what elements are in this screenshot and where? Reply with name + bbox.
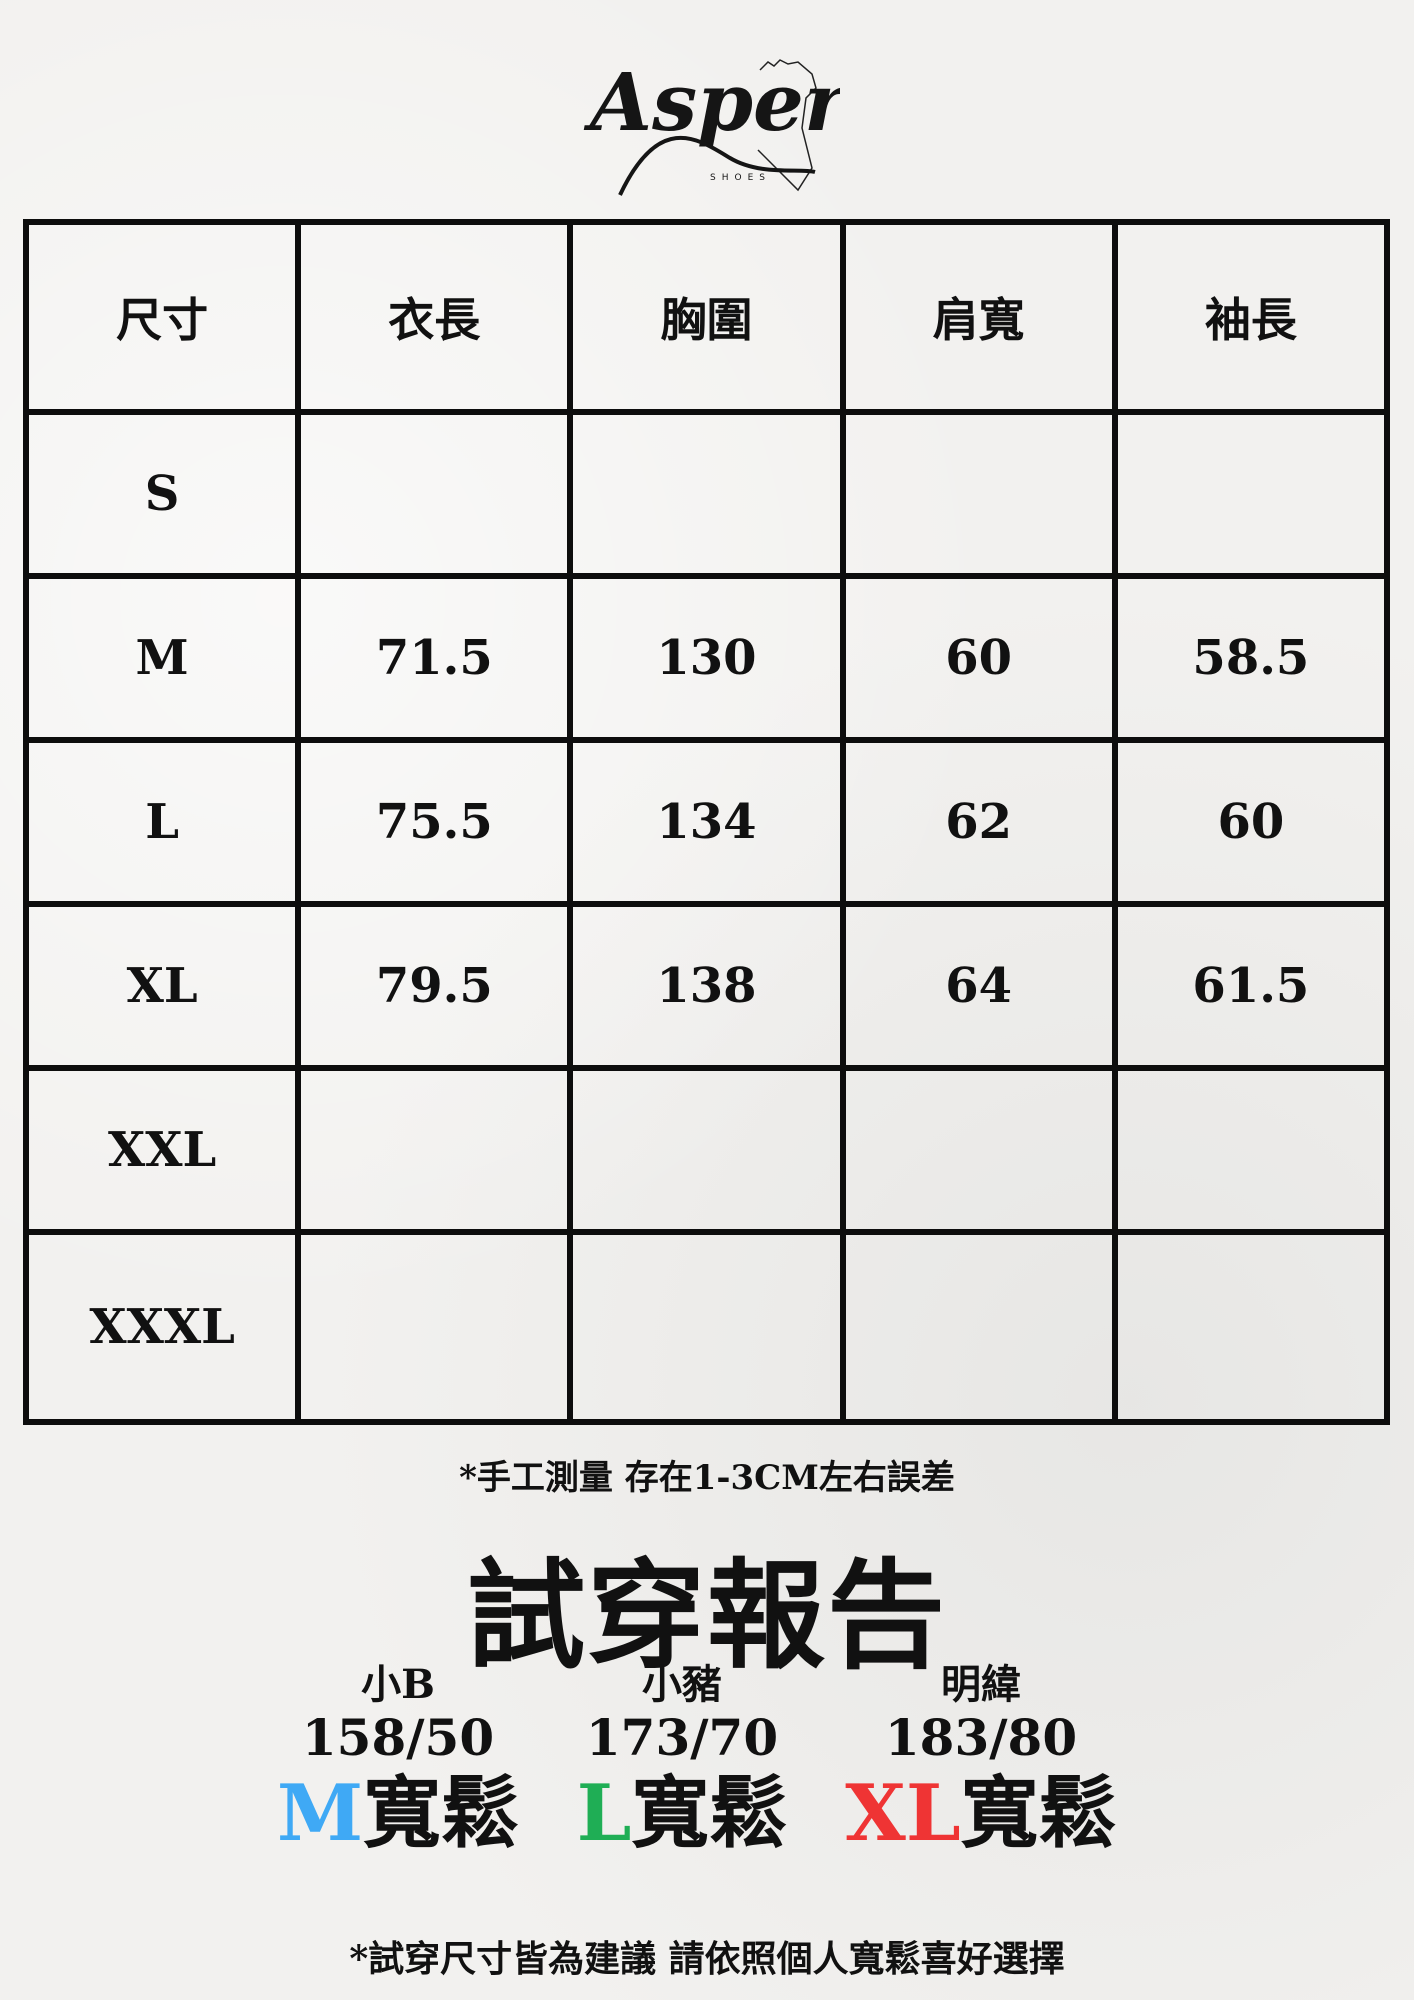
table-row: L 75.5 134 62 60 (22, 737, 1391, 908)
value-cell (295, 409, 574, 580)
size-cell: XXXL (22, 1229, 302, 1425)
value-cell (1111, 1229, 1391, 1425)
value-cell: 62 (839, 737, 1118, 908)
value-cell: 58.5 (1111, 573, 1391, 744)
table-row: M 71.5 130 60 58.5 (22, 573, 1391, 744)
svg-text:Asper: Asper (583, 55, 840, 149)
table-row: XXL (22, 1065, 1391, 1235)
header-cell: 肩寬 (839, 218, 1118, 416)
person-height-weight: 183/80 (884, 1708, 1078, 1767)
value-cell: 60 (839, 573, 1118, 744)
value-cell: 61.5 (1111, 901, 1391, 1072)
value-cell: 60 (1111, 737, 1391, 908)
header-cell: 尺寸 (22, 218, 302, 416)
value-cell (1111, 1065, 1391, 1235)
header-cell: 袖長 (1111, 218, 1391, 416)
table-header-row: 尺寸 衣長 胸圍 肩寬 袖長 (22, 218, 1391, 416)
footer-note: *試穿尺寸皆為建議 請依照個人寬鬆喜好選擇 (349, 1938, 1065, 1980)
value-cell: 75.5 (295, 737, 574, 908)
value-cell: 134 (567, 737, 846, 908)
header-cell: 胸圍 (567, 218, 846, 416)
size-chart-table: 尺寸 衣長 胸圍 肩寬 袖長 S M 71.5 130 60 58.5 L 75.5 134… (22, 218, 1391, 1425)
fit-label: 寬鬆 (363, 1768, 520, 1859)
table-row: S (22, 409, 1391, 580)
fit-report-title: 試穿報告 (466, 1546, 947, 1685)
fit-report-person: 小豬 173/70 L寬鬆 (542, 1660, 822, 1862)
asper-shoes-logo: Asper SHOES (583, 55, 840, 196)
fit-label: 寬鬆 (631, 1768, 788, 1859)
value-cell (839, 409, 1118, 580)
value-cell (567, 1065, 846, 1235)
person-name: 明緯 (941, 1661, 1021, 1708)
value-cell (839, 1065, 1118, 1235)
value-cell: 79.5 (295, 901, 574, 1072)
value-cell (1111, 409, 1391, 580)
size-cell: L (22, 737, 302, 908)
fit-report-person: 明緯 183/80 XL寬鬆 (841, 1660, 1121, 1862)
value-cell (839, 1229, 1118, 1425)
person-name: 小B (361, 1661, 435, 1708)
table-row: XXXL (22, 1229, 1391, 1425)
size-cell: S (22, 409, 302, 580)
person-name: 小豬 (642, 1661, 722, 1708)
value-cell (295, 1229, 574, 1425)
header-cell: 衣長 (295, 218, 574, 416)
value-cell: 71.5 (295, 573, 574, 744)
recommended-size: L (576, 1768, 632, 1859)
size-cell: XL (22, 901, 302, 1072)
size-cell: M (22, 573, 302, 744)
size-cell: XXL (22, 1065, 302, 1235)
value-cell (567, 409, 846, 580)
person-height-weight: 158/50 (301, 1708, 495, 1767)
value-cell: 64 (839, 901, 1118, 1072)
person-height-weight: 173/70 (585, 1708, 779, 1767)
fit-report-person: 小B 158/50 M寬鬆 (258, 1660, 538, 1862)
table-row: XL 79.5 138 64 61.5 (22, 901, 1391, 1072)
value-cell (295, 1065, 574, 1235)
recommended-size: M (276, 1768, 364, 1859)
measurement-note: *手工測量 存在1-3CM左右誤差 (459, 1458, 955, 1498)
svg-text:SHOES: SHOES (710, 173, 771, 183)
fit-label: 寬鬆 (960, 1768, 1117, 1859)
value-cell: 130 (567, 573, 846, 744)
value-cell (567, 1229, 846, 1425)
recommended-size: XL (845, 1768, 961, 1859)
value-cell: 138 (567, 901, 846, 1072)
